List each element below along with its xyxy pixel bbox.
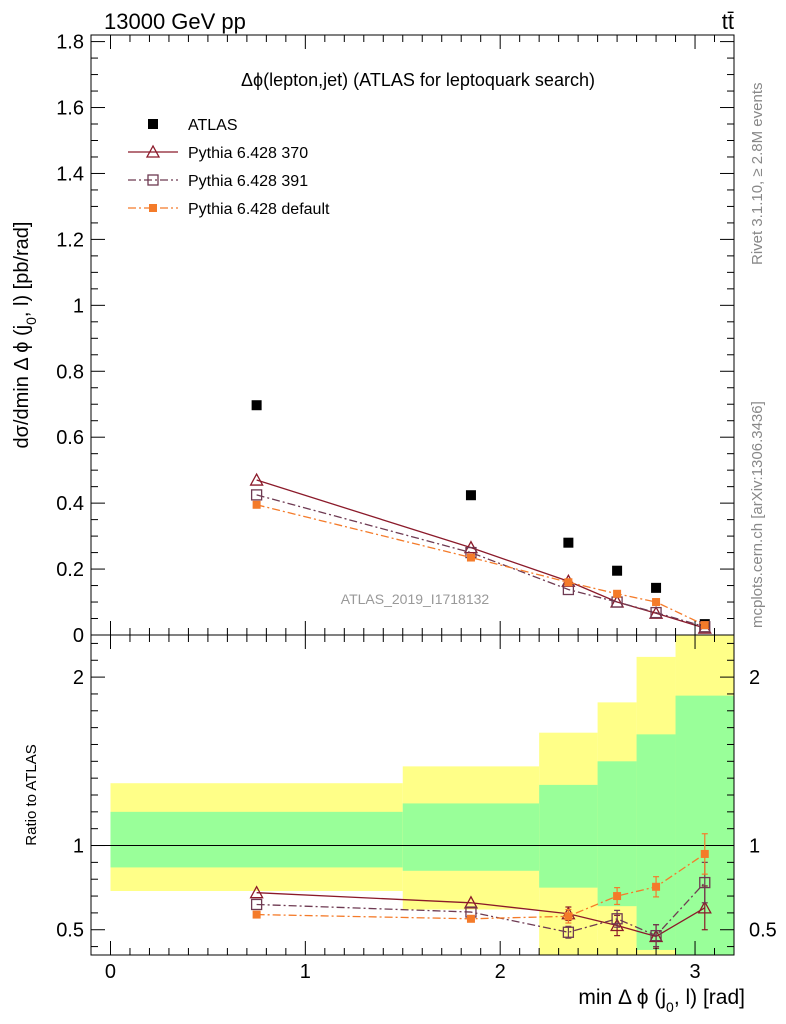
ratio-panel: 0.5 0.5 1 1 2 2 0 1 2 3 Ratio to ATLAS min Δ ϕ (j… — [23, 634, 777, 1015]
x-label-text: min Δ ϕ (j0, l) [rad] — [578, 986, 745, 1015]
legend-label: Pythia 6.428 370 — [188, 145, 308, 162]
legend-label: ATLAS — [188, 117, 238, 134]
green-band — [110, 811, 403, 868]
ratio-y-tick-label-right: 0.5 — [749, 920, 777, 942]
ratio-axes: 0.5 0.5 1 1 2 2 0 1 2 3 — [56, 635, 777, 983]
legend-item-pythia-6-428-370: Pythia 6.428 370 — [128, 144, 308, 162]
ratio-data-point — [249, 885, 264, 899]
ratio-data-point — [463, 895, 479, 909]
y-tick-label: 0.6 — [56, 427, 84, 449]
green-band — [402, 803, 540, 871]
main-title: Δϕ(lepton,jet) (ATLAS for leptoquark sea… — [241, 70, 595, 90]
ratio-series-line — [256, 892, 706, 938]
mcplots-label: mcplots.cern.ch [arXiv:1306.3436] — [749, 401, 766, 628]
ratio-data-point — [564, 912, 573, 921]
rivet-label: Rivet 3.1.10, ≥ 2.8M events — [749, 83, 766, 266]
data-point — [466, 553, 475, 562]
x-tick-label: 0 — [105, 961, 116, 983]
ratio-data-point — [699, 876, 711, 889]
x-tick-label: 3 — [689, 961, 700, 983]
green-band — [539, 784, 598, 888]
process-label: tt̄ — [722, 9, 734, 34]
ratio-series-pythia-6-428-default — [252, 833, 709, 924]
ratio-data-point — [609, 918, 625, 932]
x-axis-label: min Δ ϕ (j0, l) [rad] — [578, 986, 745, 1015]
data-point — [612, 565, 623, 576]
series-pythia-6-428-391 — [250, 489, 711, 633]
energy-label: 13000 GeV pp — [104, 9, 246, 34]
x-tick-label: 2 — [495, 961, 506, 983]
data-point — [251, 400, 262, 411]
ratio-uncertainty-bands — [91, 635, 734, 955]
data-point — [652, 598, 661, 607]
ratio-y-axis-label: Ratio to ATLAS — [23, 744, 40, 845]
ratio-y-tick-label: 2 — [73, 667, 84, 689]
ratio-data-point — [697, 900, 712, 914]
ratio-data-point — [650, 929, 662, 942]
ratio-y-tick-label-right: 1 — [749, 836, 760, 858]
data-point — [563, 537, 574, 548]
y-tick-label: 1.8 — [56, 32, 84, 54]
legend-item-atlas: ATLAS — [148, 117, 238, 134]
data-point — [249, 472, 264, 486]
y-tick-label: 1 — [73, 295, 84, 317]
ratio-series-line — [256, 882, 706, 937]
legend-label: Pythia 6.428 391 — [188, 173, 308, 190]
data-point — [250, 489, 263, 501]
green-band — [597, 761, 637, 907]
legend-item-pythia-6-428-391: Pythia 6.428 391 — [128, 173, 308, 190]
legend-marker — [145, 144, 161, 158]
main-panel: 0.2 0.4 0.6 0.8 1 1.2 1.4 1.6 1.8 0 Δϕ(lepton,jet… — [11, 32, 735, 647]
data-point — [700, 621, 709, 630]
y-label-text: dσ/dmin Δ ϕ (j0, l) [pb/rad] — [11, 221, 39, 448]
green-band — [636, 734, 676, 950]
y-tick-label: 0.2 — [56, 559, 84, 581]
ratio-data-point — [652, 882, 661, 891]
data-point — [252, 500, 261, 509]
y-tick-label: 1.4 — [56, 163, 84, 185]
legend-marker — [148, 119, 158, 129]
ratio-y-tick-label-right: 2 — [749, 667, 760, 689]
ratio-data-point — [613, 892, 622, 901]
legend: ATLAS Pythia 6.428 370 Pythia 6.428 391 Pyt… — [128, 117, 330, 218]
y-tick-label: 1.2 — [56, 229, 84, 251]
series-pythia-6-428-default — [252, 500, 709, 630]
ratio-data-point — [562, 926, 575, 938]
y-tick-label: 0.8 — [56, 361, 84, 383]
legend-marker — [149, 204, 157, 212]
y-tick-label: 0.4 — [56, 493, 84, 515]
ratio-data-point — [252, 910, 261, 919]
ratio-y-tick-label: 1 — [73, 836, 84, 858]
legend-marker — [147, 174, 159, 186]
legend-label: Pythia 6.428 default — [188, 201, 330, 218]
series-line — [256, 479, 705, 629]
main-data-layer — [249, 400, 712, 634]
ratio-data-point — [466, 914, 475, 923]
main-axes: 0.2 0.4 0.6 0.8 1 1.2 1.4 1.6 1.8 0 — [56, 32, 734, 647]
data-point — [613, 589, 622, 598]
data-point — [465, 490, 476, 501]
ratio-series-line — [256, 853, 706, 920]
ratio-data-point — [250, 898, 263, 911]
series-line — [256, 504, 706, 626]
y-tick-label: 1.6 — [56, 98, 84, 120]
data-point — [648, 605, 664, 619]
ratio-data-point — [700, 849, 709, 858]
ratio-data-point — [611, 913, 623, 925]
legend-item-pythia-6-428-default: Pythia 6.428 default — [128, 201, 330, 218]
watermark: ATLAS_2019_I1718132 — [341, 591, 490, 607]
ratio-data-layer — [249, 833, 712, 949]
data-point — [651, 582, 662, 593]
y-tick-label-zero: 0 — [73, 625, 84, 647]
main-y-axis-label: dσ/dmin Δ ϕ (j0, l) [pb/rad] — [11, 221, 39, 448]
data-point — [564, 578, 573, 587]
x-tick-label: 1 — [300, 961, 311, 983]
data-point — [650, 606, 662, 619]
ratio-y-tick-label: 0.5 — [56, 920, 84, 942]
